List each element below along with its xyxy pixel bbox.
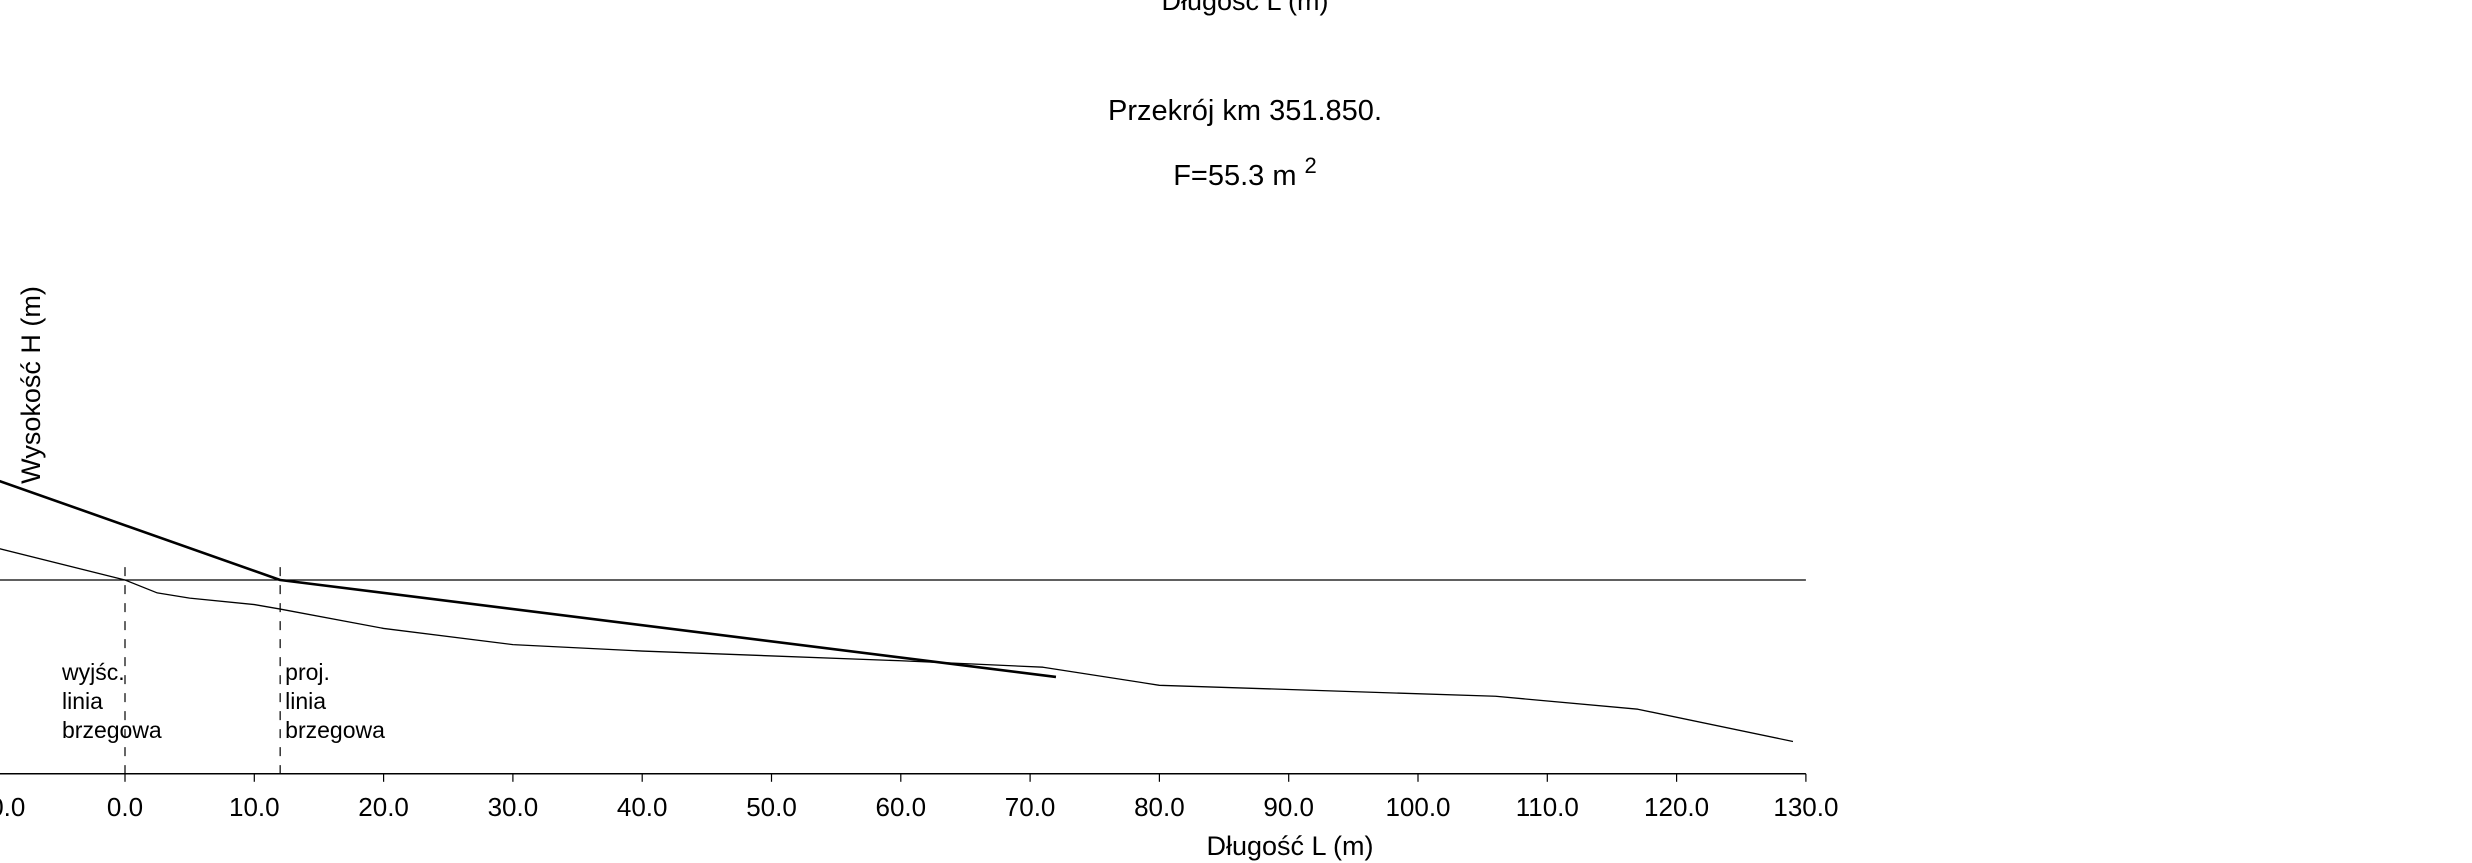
x-tick-label: 90.0 [1263,792,1314,822]
x-tick-label: 70.0 [1005,792,1056,822]
x-tick-label: 10.0 [229,792,280,822]
x-tick-label: -10.0 [0,792,25,822]
annotation-layer: wyjśc.liniabrzegowaproj.liniabrzegowa+3.… [61,567,385,774]
shoreline-annotation-line: linia [62,688,103,714]
existing-profile-line [0,548,1794,743]
area-label: F=55.3 m 2 [1173,153,1317,192]
shoreline-annotation-line: proj. [285,659,330,685]
x-tick-label: 110.0 [1516,792,1579,822]
shoreline-annotation-line: brzegowa [285,717,385,743]
projected-slope-line [0,479,1057,679]
x-tick-label: 0.0 [107,792,143,822]
shoreline-annotation-line: linia [285,688,326,714]
axes [0,579,1806,775]
shoreline-annotation-line: wyjśc. [61,659,125,685]
x-tick-label: 80.0 [1134,792,1185,822]
x-axis-title: Długość L (m) [1206,831,1373,861]
area-unit-superscript: 2 [1305,153,1317,178]
top-cut-label: Długość L (m) [1161,0,1328,16]
x-tick-label: 40.0 [617,792,668,822]
x-tick-label: 100.0 [1385,792,1450,822]
x-tick-label: 130.0 [1773,792,1838,822]
x-axis-ticks: -50.0-40.0-30.0-20.0-10.00.010.020.030.0… [0,773,1838,822]
area-value: F=55.3 m [1173,160,1296,192]
x-tick-label: 20.0 [358,792,409,822]
x-tick-label: 120.0 [1644,792,1709,822]
y-axis-title: Wysokość H (m) [16,286,46,484]
x-tick-label: 60.0 [875,792,926,822]
shoreline-annotation-line: brzegowa [62,717,162,743]
series-layer [0,479,1794,743]
x-tick-label: 50.0 [746,792,797,822]
chart-title: Przekrój km 351.850. [1108,95,1382,127]
x-tick-label: 30.0 [488,792,539,822]
